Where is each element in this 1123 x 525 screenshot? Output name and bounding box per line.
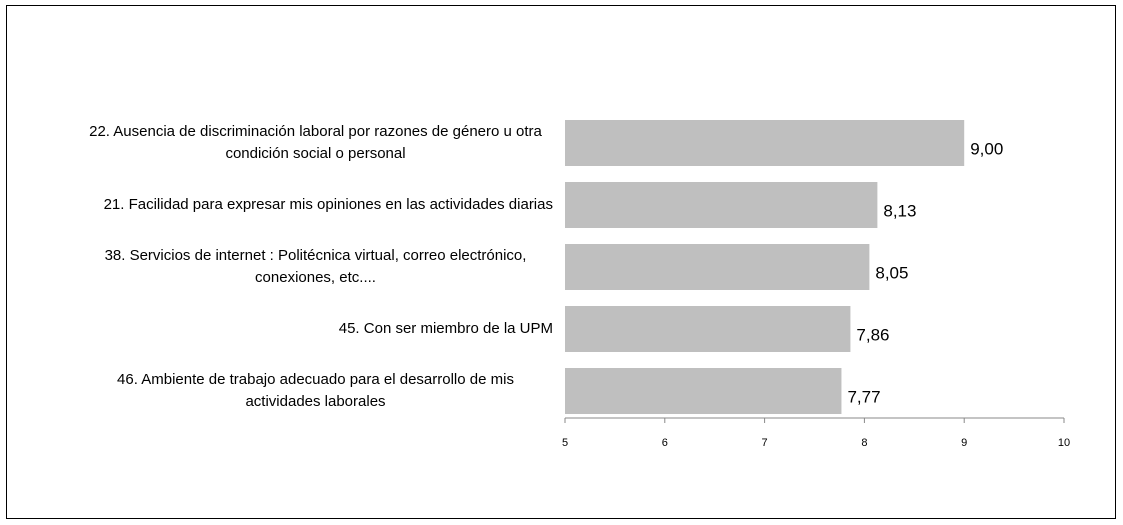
value-label: 9,00 xyxy=(970,139,1003,158)
bar xyxy=(565,368,842,414)
category-label: 38. Servicios de internet : Politécnica … xyxy=(104,247,527,286)
category-label: 21. Facilidad para expresar mis opinione… xyxy=(103,196,553,213)
value-label: 7,77 xyxy=(847,387,880,406)
category-label-box: 45. Con ser miembro de la UPM xyxy=(53,299,553,359)
category-label-box: 38. Servicios de internet : Politécnica … xyxy=(53,237,553,297)
category-label-box: 22. Ausencia de discriminación laboral p… xyxy=(53,113,553,173)
category-label: 46. Ambiente de trabajo adecuado para el… xyxy=(117,371,514,410)
bar xyxy=(565,120,965,166)
value-label: 8,13 xyxy=(883,201,916,220)
category-label: 45. Con ser miembro de la UPM xyxy=(338,320,553,337)
value-label: 8,05 xyxy=(875,263,908,282)
x-tick-label: 10 xyxy=(1058,437,1070,449)
bar xyxy=(565,306,851,352)
x-tick-label: 9 xyxy=(961,437,967,449)
bar xyxy=(565,244,870,290)
category-label-box: 21. Facilidad para expresar mis opinione… xyxy=(53,175,553,235)
x-tick-label: 7 xyxy=(762,437,768,449)
category-label-box: 46. Ambiente de trabajo adecuado para el… xyxy=(53,361,553,421)
chart-frame xyxy=(6,5,1116,519)
x-tick-label: 5 xyxy=(562,437,568,449)
bar xyxy=(565,182,878,228)
x-tick-label: 8 xyxy=(861,437,867,449)
category-label: 22. Ausencia de discriminación laboral p… xyxy=(89,123,542,162)
x-tick-label: 6 xyxy=(662,437,668,449)
value-label: 7,86 xyxy=(856,325,889,344)
